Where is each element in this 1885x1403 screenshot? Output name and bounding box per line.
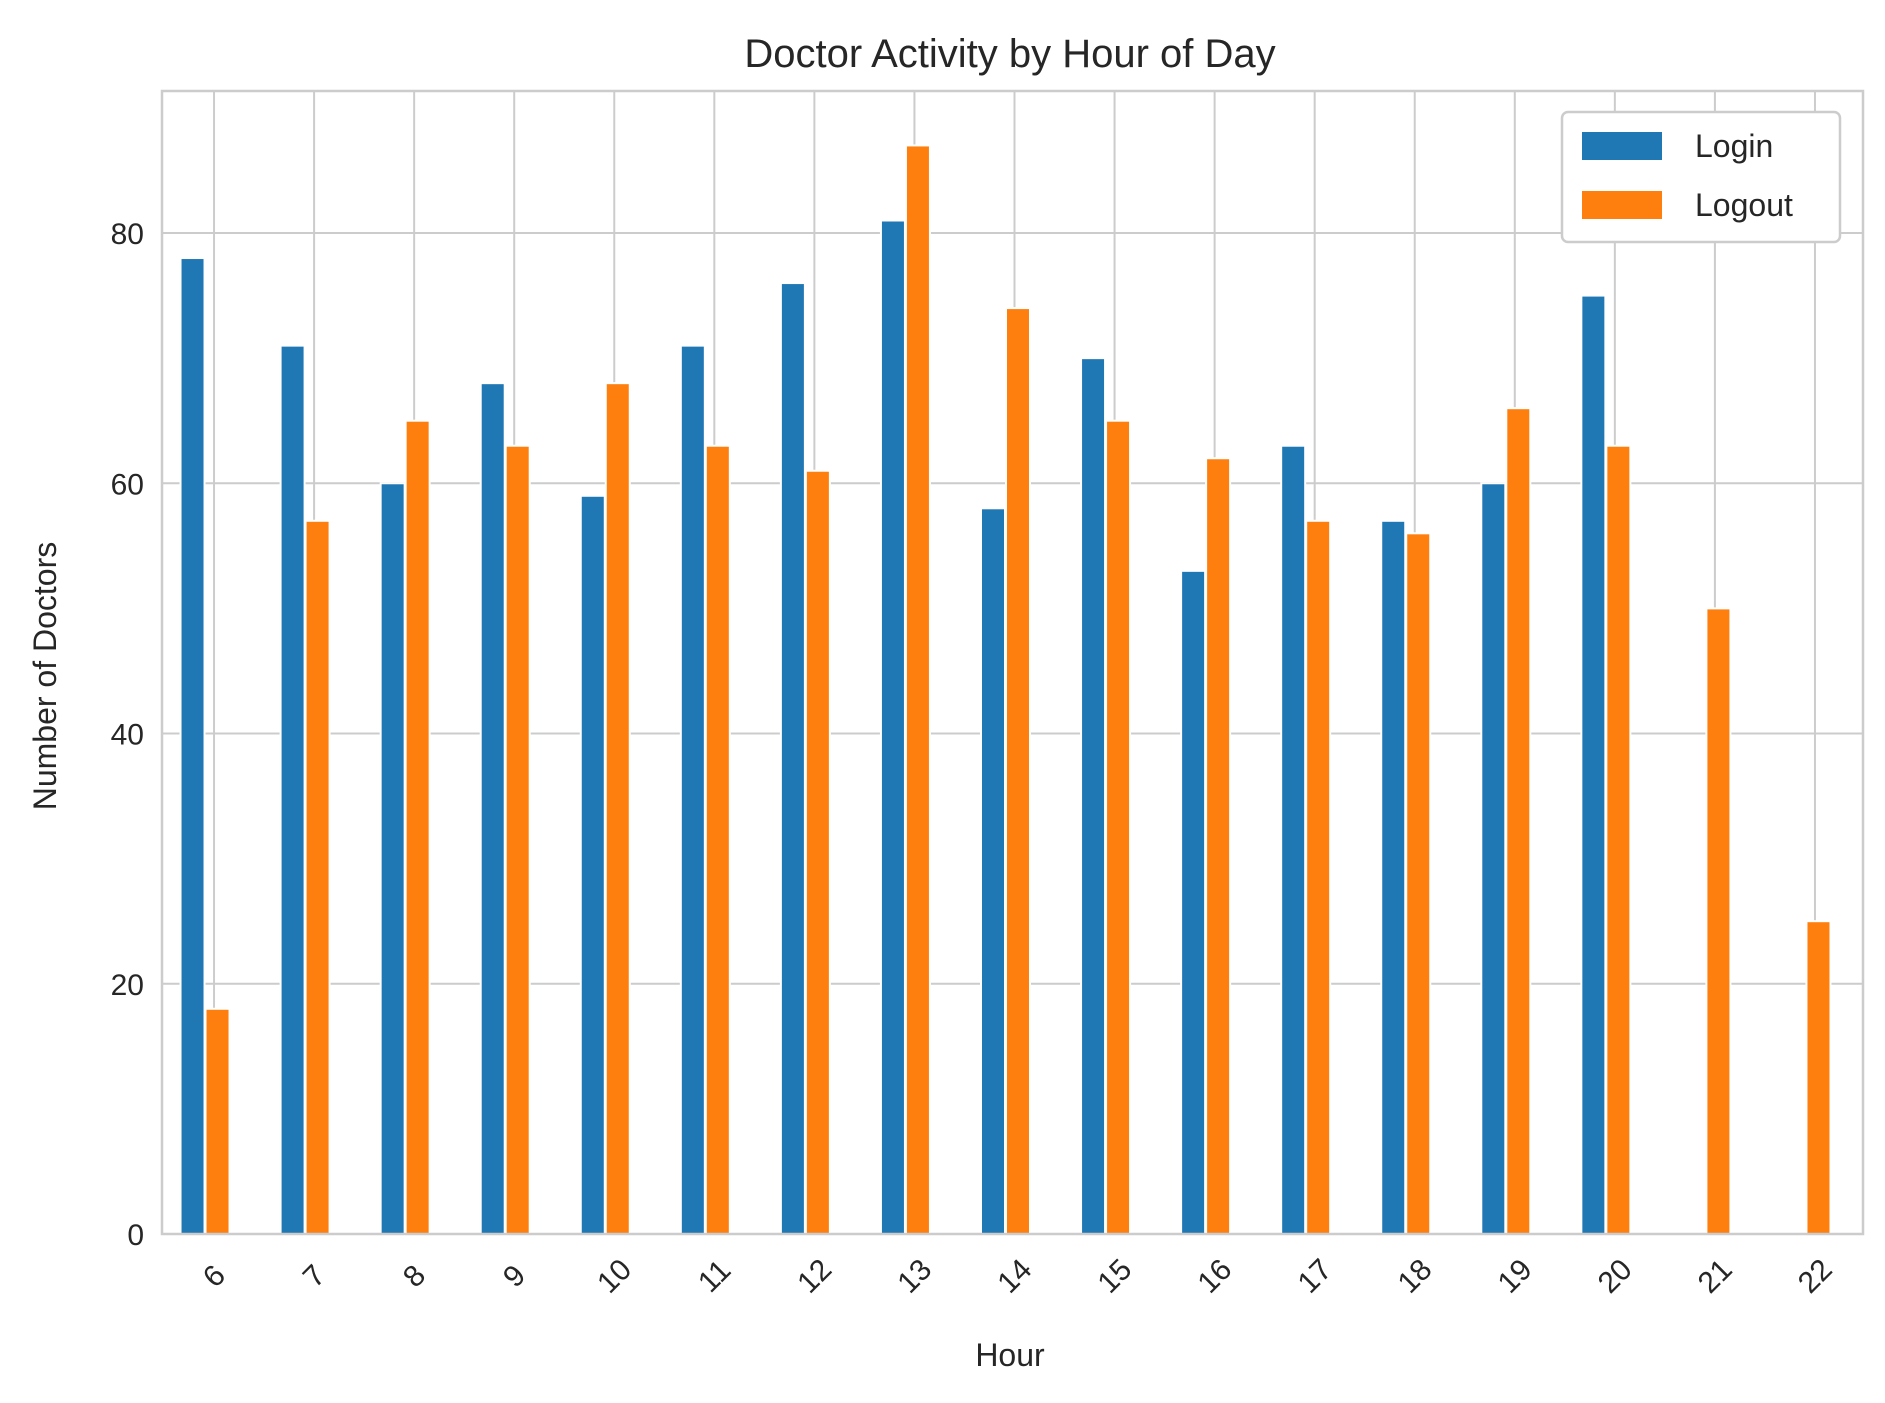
- legend-label-login: Login: [1695, 128, 1773, 164]
- y-tick-label: 60: [111, 468, 144, 501]
- bar-logout-22: [1805, 920, 1832, 1236]
- bar-logout-9: [504, 444, 531, 1236]
- bar-login-16: [1180, 569, 1207, 1235]
- bar-logout-8: [404, 419, 431, 1235]
- bar-logout-13: [904, 144, 931, 1235]
- x-axis-label: Hour: [975, 1337, 1045, 1373]
- y-axis-ticks: 0 20 40 60 80: [111, 218, 144, 1252]
- bar-login-11: [679, 344, 706, 1235]
- bar-logout-12: [804, 469, 831, 1235]
- chart-title: Doctor Activity by Hour of Day: [744, 32, 1275, 76]
- legend-swatch-login: [1582, 132, 1662, 160]
- y-tick-label: 0: [127, 1219, 144, 1252]
- bar-login-10: [579, 494, 606, 1236]
- bar-logout-11: [704, 444, 731, 1236]
- bar-logout-10: [604, 382, 631, 1236]
- legend: Login Logout: [1560, 110, 1842, 244]
- bar-login-20: [1580, 294, 1607, 1235]
- y-tick-label: 80: [111, 218, 144, 251]
- y-tick-label: 20: [111, 969, 144, 1002]
- bars: [179, 144, 1832, 1236]
- bar-login-8: [379, 482, 406, 1235]
- y-axis-label: Number of Doctors: [27, 542, 63, 811]
- bar-logout-19: [1505, 407, 1532, 1235]
- bar-login-7: [279, 344, 306, 1235]
- bar-login-15: [1080, 357, 1107, 1235]
- bar-login-14: [980, 507, 1007, 1235]
- legend-label-logout: Logout: [1695, 187, 1793, 223]
- bar-logout-6: [204, 1007, 231, 1235]
- bar-logout-7: [304, 519, 331, 1235]
- bar-login-12: [779, 282, 806, 1235]
- bar-logout-20: [1605, 444, 1632, 1236]
- bar-logout-15: [1105, 419, 1132, 1235]
- bar-logout-18: [1405, 532, 1432, 1235]
- bar-login-13: [879, 219, 906, 1236]
- bar-login-17: [1280, 444, 1307, 1236]
- bar-login-9: [479, 382, 506, 1236]
- legend-swatch-logout: [1582, 191, 1662, 219]
- bar-login-6: [179, 257, 206, 1235]
- bar-logout-16: [1205, 457, 1232, 1235]
- bar-logout-17: [1305, 519, 1332, 1235]
- bar-logout-14: [1005, 307, 1032, 1235]
- bar-login-19: [1480, 482, 1507, 1235]
- bar-logout-21: [1705, 607, 1732, 1235]
- bar-login-18: [1380, 519, 1407, 1235]
- plot-frame: [160, 89, 1865, 1236]
- y-tick-label: 40: [111, 719, 144, 752]
